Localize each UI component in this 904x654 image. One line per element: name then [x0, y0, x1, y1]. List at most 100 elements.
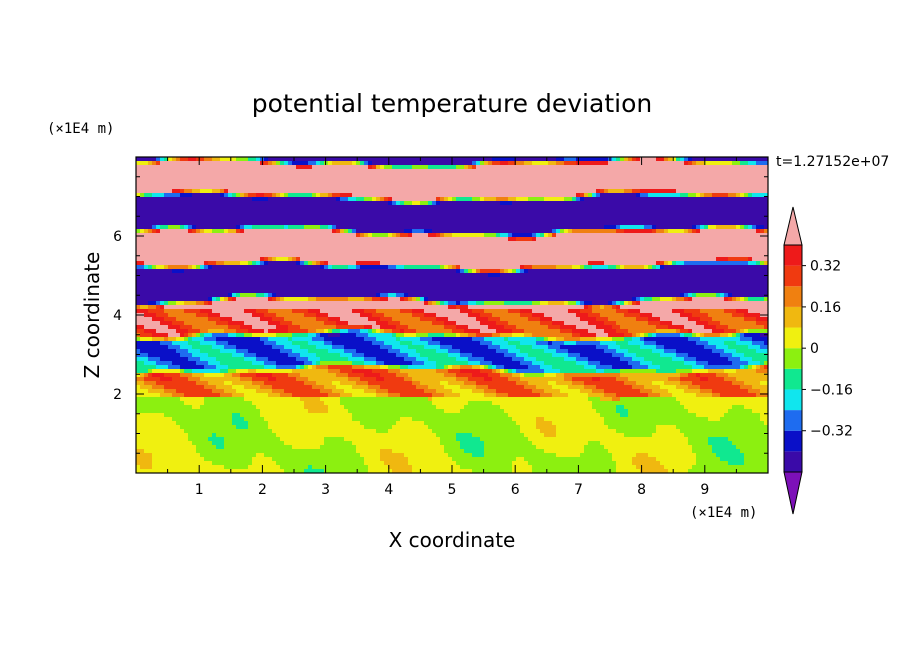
contour-cell — [300, 325, 337, 330]
contour-cell — [588, 441, 601, 446]
contour-cell — [516, 369, 545, 374]
contour-cell — [148, 301, 157, 306]
contour-cell — [160, 377, 173, 382]
contour-cell — [172, 269, 185, 274]
contour-cell — [764, 361, 768, 366]
contour-cell — [752, 225, 757, 230]
contour-cell — [304, 261, 309, 266]
contour-cell — [220, 313, 253, 318]
colorbar-swatch — [784, 368, 802, 390]
contour-cell — [200, 265, 205, 270]
contour-cell — [372, 329, 377, 334]
contour-cell — [692, 465, 768, 470]
contour-cell — [200, 229, 205, 234]
contour-cell — [156, 301, 161, 306]
contour-cell — [184, 393, 221, 398]
contour-cell — [384, 341, 401, 346]
contour-cell — [496, 369, 501, 374]
contour-cell — [136, 465, 141, 470]
contour-cell — [184, 301, 197, 306]
contour-cell — [516, 157, 557, 162]
contour-cell — [576, 313, 589, 318]
contour-cell — [140, 193, 145, 198]
contour-cell — [336, 197, 341, 202]
contour-cell — [612, 305, 617, 310]
contour-cell — [640, 345, 657, 350]
contour-cell — [556, 381, 573, 386]
contour-cell — [756, 225, 765, 230]
contour-cell — [300, 261, 305, 266]
contour-cell — [472, 353, 505, 358]
contour-cell — [608, 189, 625, 194]
contour-cell — [380, 345, 393, 350]
contour-cell — [328, 369, 341, 374]
contour-cell — [500, 161, 509, 166]
contour-cell — [524, 373, 545, 378]
contour-cell — [380, 373, 397, 378]
contour-cell — [388, 233, 393, 238]
contour-cell — [152, 161, 157, 166]
contour-cell — [728, 293, 733, 298]
contour-cell — [532, 161, 549, 166]
contour-cell — [636, 297, 641, 302]
colorbar-swatch — [784, 348, 802, 369]
contour-cell — [136, 321, 161, 326]
contour-cell — [340, 369, 353, 374]
contour-cell — [584, 365, 597, 370]
contour-cell — [548, 341, 553, 346]
contour-cell — [164, 337, 169, 342]
contour-cell — [388, 293, 397, 298]
contour-cell — [320, 389, 333, 394]
contour-cell — [288, 257, 293, 262]
contour-cell — [372, 325, 381, 330]
contour-cell — [240, 377, 253, 382]
contour-cell — [172, 361, 197, 366]
contour-cell — [644, 337, 689, 342]
colorbar-label: −0.16 — [810, 382, 853, 398]
contour-cell — [700, 377, 709, 382]
contour-cell — [664, 345, 705, 350]
contour-cell — [160, 225, 169, 230]
contour-cell — [404, 265, 441, 270]
contour-cell — [388, 465, 413, 470]
contour-cell — [532, 469, 617, 473]
contour-cell — [236, 157, 249, 162]
contour-cell — [624, 353, 637, 358]
contour-cell — [208, 381, 225, 386]
contour-cell — [200, 341, 217, 346]
contour-cell — [396, 265, 405, 270]
contour-cell — [664, 381, 681, 386]
contour-cell — [448, 349, 461, 354]
contour-cell — [692, 313, 709, 318]
contour-cell — [732, 333, 737, 338]
contour-cell — [616, 309, 629, 314]
contour-cell — [524, 161, 533, 166]
contour-cell — [436, 365, 445, 370]
contour-cell — [560, 329, 573, 334]
contour-cell — [388, 429, 433, 434]
contour-cell — [672, 309, 685, 314]
contour-cell — [484, 337, 505, 342]
contour-cell — [292, 333, 309, 338]
contour-cell — [692, 449, 713, 454]
contour-cell — [236, 345, 273, 350]
contour-cell — [284, 345, 301, 350]
contour-cell — [236, 349, 249, 354]
contour-cell — [468, 313, 481, 318]
contour-cell — [684, 261, 749, 266]
contour-cell — [136, 301, 149, 306]
contour-cell — [276, 361, 305, 366]
contour-cell — [760, 365, 765, 370]
contour-cell — [688, 293, 693, 298]
contour-cell — [360, 161, 365, 166]
contour-cell — [384, 197, 389, 202]
contour-cell — [584, 265, 593, 270]
contour-cell — [628, 413, 697, 418]
contour-cell — [640, 337, 645, 342]
contour-cell — [760, 229, 765, 234]
contour-cell — [748, 361, 761, 366]
contour-cell — [316, 313, 329, 318]
contour-cell — [224, 389, 237, 394]
contour-cell — [624, 381, 637, 386]
contour-cell — [304, 365, 309, 370]
